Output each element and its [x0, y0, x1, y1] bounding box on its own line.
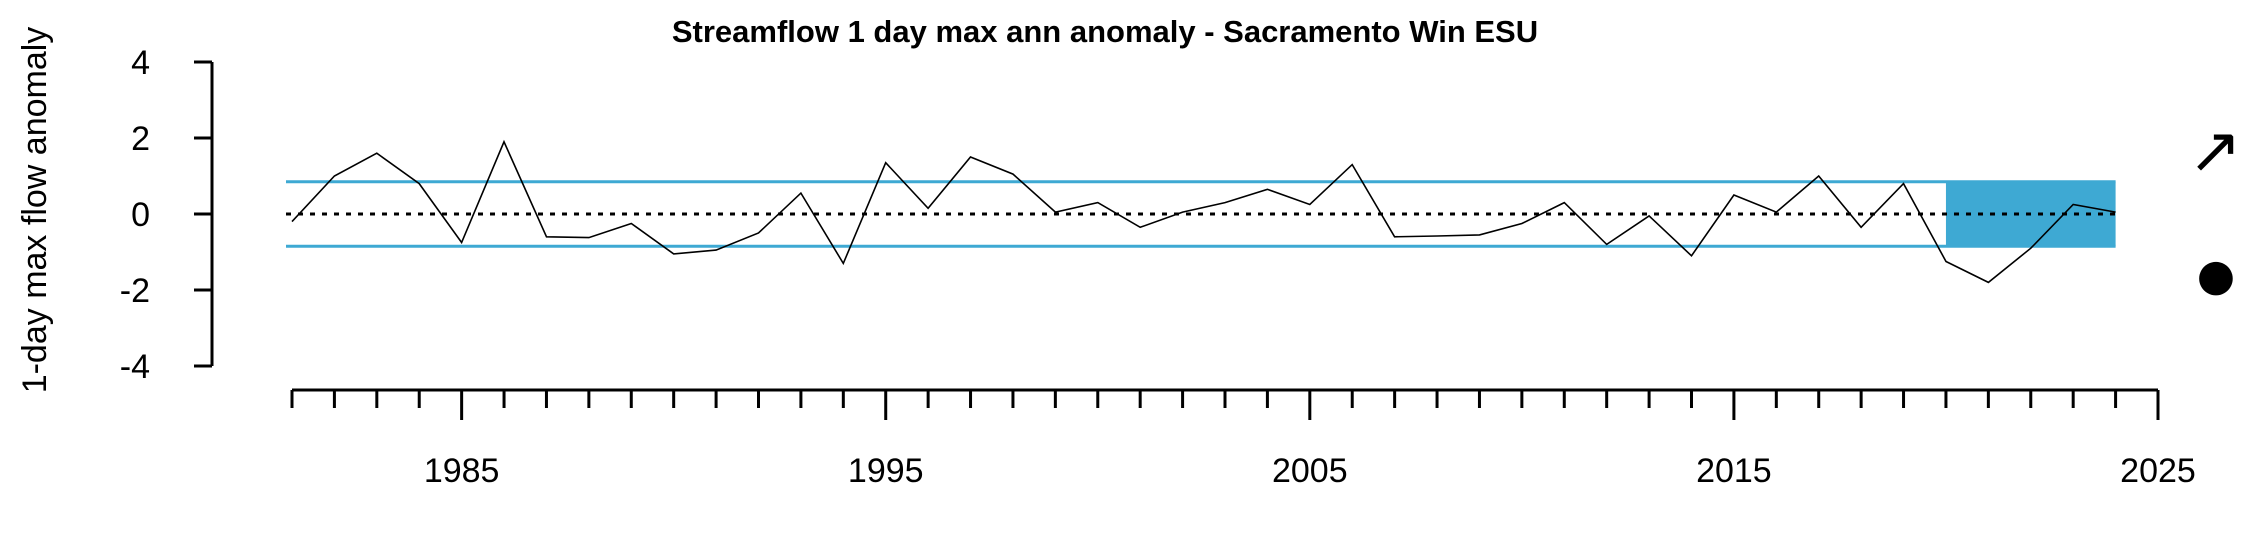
- y-tick-label: 0: [131, 196, 150, 234]
- y-axis-title: 1-day max flow anomaly: [16, 27, 54, 394]
- x-tick-label: 1995: [848, 452, 924, 490]
- chart-title: Streamflow 1 day max ann anomaly - Sacra…: [672, 14, 1538, 49]
- series-line: [291, 139, 2116, 284]
- y-tick-label: -2: [120, 272, 150, 310]
- x-tick-label: 2015: [1696, 452, 1772, 490]
- trend-arrow-icon: ↗: [2188, 114, 2242, 188]
- y-tick-label: 2: [131, 120, 150, 158]
- x-tick-label: 1985: [424, 452, 500, 490]
- y-tick-label: -4: [120, 348, 150, 386]
- x-tick-label: 2025: [2120, 452, 2196, 490]
- mean-status-dot-icon: ●: [2197, 250, 2235, 301]
- y-tick-label: 4: [131, 44, 150, 82]
- x-tick-label: 2005: [1272, 452, 1348, 490]
- plot-area: 4 2 0 -2 -4 1985 1995 2005 2015 2025 ↗ ●: [120, 44, 2242, 490]
